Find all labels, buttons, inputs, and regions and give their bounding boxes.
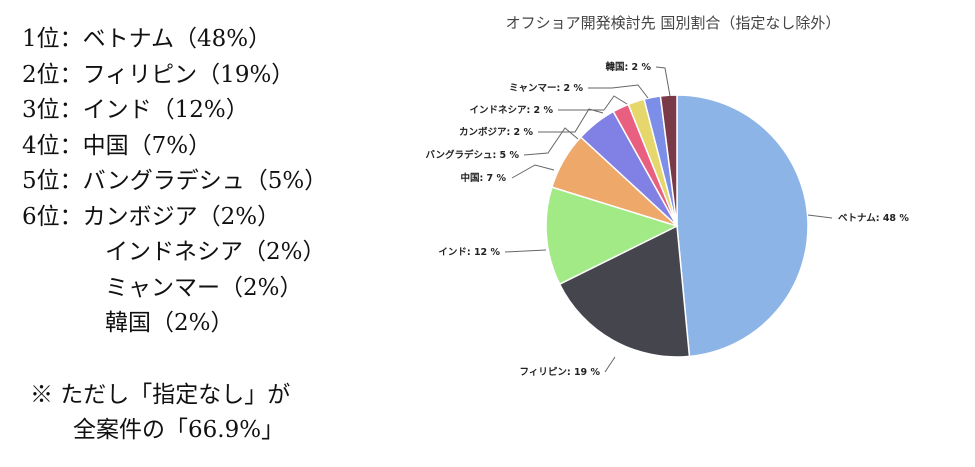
- rank-country: バングラデシュ（5%）: [82, 168, 328, 194]
- leader-line: [588, 84, 649, 99]
- ranking-item: 2位：フィリピン（19%）: [22, 58, 327, 94]
- pie-slice-フィリピン: [558, 224, 691, 358]
- slice-label: 中国: 7 %: [460, 172, 506, 184]
- footnote: ※ ただし「指定なし」が 全案件の「66.9%」: [30, 378, 290, 448]
- rank-number: 3位：: [22, 97, 83, 123]
- leader-line: [523, 127, 579, 156]
- ranking-item: 6位：カンボジア（2%）: [22, 200, 327, 236]
- ranking-list: 1位：ベトナム（48%） 2位：フィリピン（19%） 3位：インド（12%） 4…: [22, 22, 327, 342]
- leader-line: [604, 356, 616, 373]
- rank-country: 韓国（2%）: [105, 310, 234, 336]
- rank-country: カンボジア（2%）: [82, 203, 281, 230]
- ranking-item: 5位：バングラデシュ（5%）: [22, 164, 327, 200]
- rank-country: ミャンマー（2%）: [105, 274, 303, 301]
- leader-line: [655, 66, 671, 97]
- slice-label: インド: 12 %: [438, 247, 500, 258]
- ranking-item: 3位：インド（12%）: [22, 93, 327, 129]
- pie-slice-韓国: [659, 94, 678, 227]
- rank-number: 1位：: [22, 26, 83, 52]
- rank-country: フィリピン（19%）: [82, 61, 295, 88]
- leader-line: [538, 108, 604, 133]
- slice-label: インドネシア: 2 %: [469, 105, 553, 116]
- rank-country: ベトナム（48%）: [82, 26, 272, 52]
- leader-line: [807, 214, 833, 219]
- ranking-item: インドネシア（2%）: [22, 235, 327, 271]
- ranking-item: 韓国（2%）: [22, 306, 327, 342]
- rank-number: 4位：: [22, 132, 83, 159]
- slice-label: ミャンマー: 2 %: [509, 83, 584, 94]
- rank-country: 中国（7%）: [82, 132, 212, 159]
- rank-number: 2位：: [22, 61, 83, 88]
- slice-label: バングラデシュ: 5 %: [425, 149, 519, 161]
- pie-slice-ベトナム: [676, 94, 809, 358]
- slice-label: カンボジア: 2 %: [459, 126, 534, 138]
- rank-country: インド（12%）: [82, 97, 249, 123]
- ranking-item: 1位：ベトナム（48%）: [22, 22, 327, 58]
- slice-label: フィリピン: 19 %: [520, 366, 601, 378]
- leader-line: [558, 95, 628, 111]
- leader-line: [504, 249, 547, 253]
- slice-label: ベトナム: 48 %: [838, 213, 909, 224]
- rank-country: インドネシア（2%）: [105, 239, 326, 265]
- footnote-line-2: 全案件の「66.9%」: [73, 417, 285, 443]
- leader-line: [511, 164, 555, 179]
- ranking-item: ミャンマー（2%）: [22, 271, 327, 307]
- chart-title: オフショア開発検討先 国別割合（指定なし除外）: [505, 14, 841, 32]
- footnote-line-1: ※ ただし「指定なし」が: [30, 382, 291, 408]
- rank-number: 5位：: [22, 168, 83, 194]
- slice-label: 韓国: 2 %: [605, 61, 651, 73]
- ranking-item: 4位：中国（7%）: [22, 129, 327, 165]
- rank-number: 6位：: [22, 203, 83, 230]
- pie-slice-インド: [545, 186, 680, 286]
